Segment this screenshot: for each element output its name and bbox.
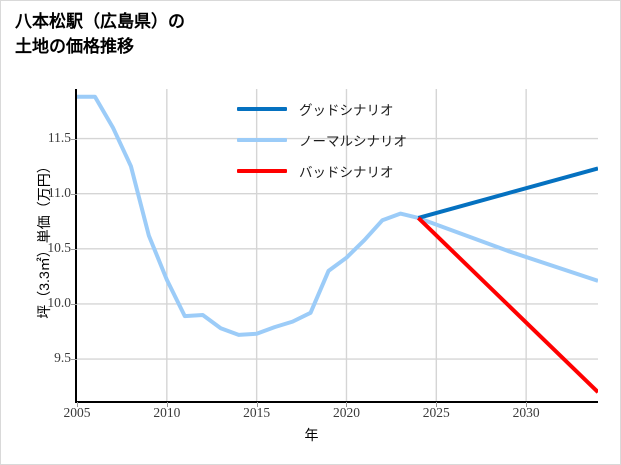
x-tick-mark <box>256 402 258 407</box>
series-line <box>77 94 598 337</box>
legend-swatch <box>237 137 287 142</box>
x-tick-mark <box>77 402 78 407</box>
x-tick-label: 2025 <box>422 405 450 420</box>
x-tick-mark <box>346 402 348 407</box>
y-axis-line <box>75 89 77 402</box>
legend-item[interactable]: バッドシナリオ <box>237 155 407 186</box>
y-tick-mark <box>71 138 77 140</box>
legend-swatch <box>237 168 287 173</box>
y-tick-mark <box>71 359 77 361</box>
page-title: 八本松駅（広島県）の 土地の価格推移 <box>15 12 185 56</box>
y-tick-mark <box>71 303 77 305</box>
x-axis-title: 年 <box>304 427 319 443</box>
legend-label: グッドシナリオ <box>299 102 394 118</box>
legend-item[interactable]: グッドシナリオ <box>237 93 407 124</box>
legend-swatch <box>237 106 287 111</box>
x-tick-label: 2015 <box>243 405 271 420</box>
series-line <box>417 166 598 220</box>
x-axis-line <box>75 401 598 403</box>
x-tick-label: 2020 <box>332 405 360 420</box>
x-tick-mark <box>526 402 528 407</box>
y-tick-mark <box>71 248 77 250</box>
series-line <box>416 216 598 394</box>
y-tick-mark <box>71 193 77 195</box>
legend: グッドシナリオ ノーマルシナリオ バッドシナリオ <box>237 93 407 186</box>
legend-item[interactable]: ノーマルシナリオ <box>237 124 407 155</box>
x-tick-label: 2030 <box>512 405 540 420</box>
y-tick-label: 11.0 <box>47 184 71 200</box>
plot-area <box>77 89 598 401</box>
y-tick-label: 9.5 <box>54 350 71 366</box>
x-tick-mark <box>436 402 438 407</box>
data-series-group <box>77 94 598 394</box>
plot-svg <box>77 89 598 401</box>
y-axis-title: 坪（3.3㎡）単価（万円） <box>36 159 52 319</box>
y-tick-label: 10.5 <box>47 239 71 255</box>
x-tick-mark <box>166 402 168 407</box>
x-tick-label: 2010 <box>153 405 181 420</box>
y-tick-label: 11.5 <box>47 129 71 145</box>
legend-label: ノーマルシナリオ <box>299 133 407 149</box>
legend-label: バッドシナリオ <box>299 164 394 180</box>
y-tick-label: 10.0 <box>47 294 71 310</box>
x-tick-label: 2005 <box>63 405 91 420</box>
y-axis-tick-labels: 9.5 10.0 10.5 11.0 11.5 <box>27 1 71 464</box>
